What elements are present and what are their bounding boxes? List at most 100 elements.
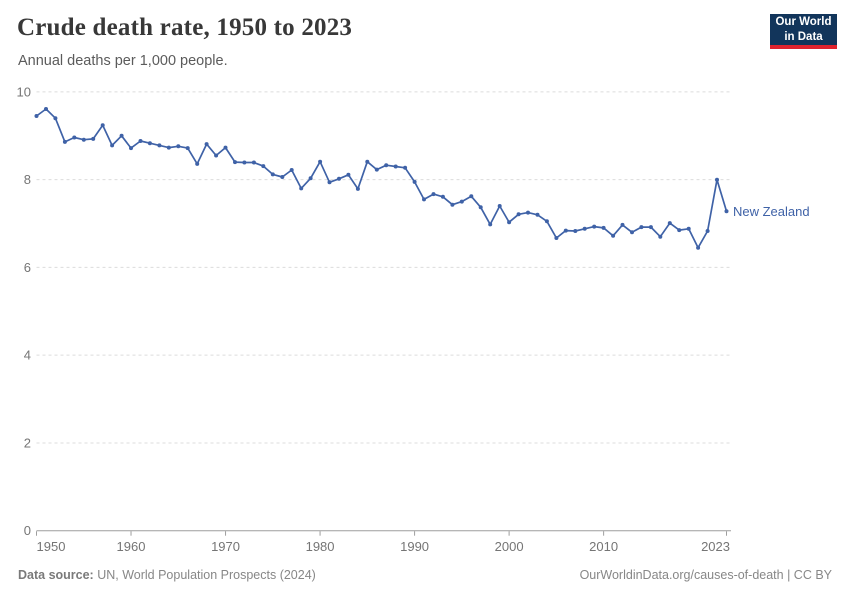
data-point[interactable]	[412, 179, 417, 184]
data-point[interactable]	[535, 212, 540, 217]
data-point[interactable]	[147, 141, 152, 146]
data-point[interactable]	[355, 186, 360, 191]
data-point[interactable]	[516, 212, 521, 217]
data-point[interactable]	[601, 225, 606, 230]
data-point[interactable]	[374, 167, 379, 172]
owid-logo[interactable]: Our World in Data	[770, 14, 837, 49]
data-point[interactable]	[630, 230, 634, 235]
data-point[interactable]	[233, 160, 237, 165]
owid-logo-line1: Our World	[775, 16, 832, 29]
y-tick-label: 8	[24, 172, 31, 187]
data-point[interactable]	[582, 226, 587, 231]
chart-subtitle: Annual deaths per 1,000 people.	[18, 53, 228, 69]
data-point[interactable]	[573, 229, 578, 233]
data-point[interactable]	[318, 159, 323, 164]
x-tick-label: 1960	[117, 539, 146, 554]
x-tick-label: 2010	[589, 539, 618, 554]
data-point[interactable]	[611, 233, 616, 238]
data-point[interactable]	[223, 145, 228, 150]
data-point[interactable]	[715, 177, 719, 182]
data-point[interactable]	[488, 222, 493, 227]
data-point[interactable]	[289, 168, 294, 172]
data-point[interactable]	[422, 197, 426, 202]
data-point[interactable]	[365, 159, 370, 164]
data-point[interactable]	[620, 222, 625, 227]
x-tick-label: 1950	[37, 539, 66, 554]
data-point[interactable]	[469, 194, 474, 199]
data-point[interactable]	[554, 236, 559, 240]
y-tick-label: 0	[24, 523, 31, 538]
data-point[interactable]	[658, 234, 663, 239]
data-point[interactable]	[337, 176, 341, 181]
data-point[interactable]	[214, 153, 219, 158]
data-point[interactable]	[176, 144, 181, 149]
data-point[interactable]	[440, 194, 445, 199]
x-tick-label: 1980	[306, 539, 335, 554]
data-point[interactable]	[526, 210, 530, 215]
data-source-note: Data source: UN, World Population Prospe…	[18, 568, 316, 582]
data-source-text: UN, World Population Prospects (2024)	[93, 568, 316, 582]
data-point[interactable]	[403, 165, 408, 170]
data-point[interactable]	[166, 145, 171, 150]
data-point[interactable]	[110, 143, 115, 148]
data-point[interactable]	[563, 228, 568, 233]
data-point[interactable]	[497, 204, 502, 208]
data-point[interactable]	[639, 225, 644, 230]
data-point[interactable]	[393, 164, 398, 169]
data-point[interactable]	[459, 199, 464, 204]
y-tick-label: 10	[17, 84, 31, 99]
data-point[interactable]	[384, 163, 389, 168]
data-point[interactable]	[34, 114, 39, 118]
owid-credit-link[interactable]: OurWorldinData.org/causes-of-death | CC …	[579, 568, 832, 582]
data-line[interactable]	[35, 108, 728, 249]
y-tick-label: 6	[24, 260, 31, 275]
x-tick-label: 1990	[400, 539, 429, 554]
data-point[interactable]	[204, 142, 209, 147]
data-point[interactable]	[478, 205, 483, 210]
x-tick-label: 1970	[211, 539, 240, 554]
data-point[interactable]	[544, 219, 549, 224]
data-point[interactable]	[677, 228, 682, 233]
data-point[interactable]	[119, 133, 124, 138]
data-point[interactable]	[507, 220, 512, 225]
data-point[interactable]	[157, 143, 162, 148]
data-point[interactable]	[242, 160, 247, 165]
data-point[interactable]	[346, 172, 351, 177]
data-point[interactable]	[195, 161, 200, 166]
data-point[interactable]	[686, 226, 691, 231]
data-point[interactable]	[696, 245, 701, 250]
data-point[interactable]	[450, 202, 455, 207]
data-point[interactable]	[81, 137, 86, 142]
chart-footer: Data source: UN, World Population Prospe…	[18, 568, 832, 582]
data-point[interactable]	[251, 160, 256, 165]
data-point[interactable]	[648, 225, 653, 230]
data-point[interactable]	[53, 116, 58, 121]
y-tick-label: 4	[24, 348, 31, 363]
y-tick-label: 2	[24, 435, 31, 450]
data-point[interactable]	[667, 221, 672, 226]
series-label-new-zealand[interactable]: New Zealand	[733, 204, 810, 219]
data-point[interactable]	[308, 176, 313, 181]
x-tick-label: 2023	[701, 539, 730, 554]
data-source-prefix: Data source:	[18, 568, 94, 582]
data-point[interactable]	[185, 146, 190, 151]
owid-logo-line2: in Data	[784, 30, 823, 43]
data-point[interactable]	[91, 136, 96, 141]
data-point[interactable]	[44, 107, 48, 111]
data-point[interactable]	[72, 135, 77, 140]
data-point[interactable]	[280, 175, 285, 179]
data-point[interactable]	[138, 139, 143, 143]
data-point[interactable]	[592, 224, 597, 229]
data-point[interactable]	[62, 139, 67, 144]
data-point[interactable]	[270, 172, 275, 177]
data-point[interactable]	[299, 186, 304, 191]
data-point[interactable]	[327, 180, 332, 185]
data-point[interactable]	[431, 192, 436, 197]
data-point[interactable]	[261, 164, 266, 169]
data-point[interactable]	[705, 229, 710, 233]
data-point[interactable]	[724, 209, 729, 214]
data-point[interactable]	[100, 123, 105, 128]
data-point[interactable]	[129, 146, 133, 151]
